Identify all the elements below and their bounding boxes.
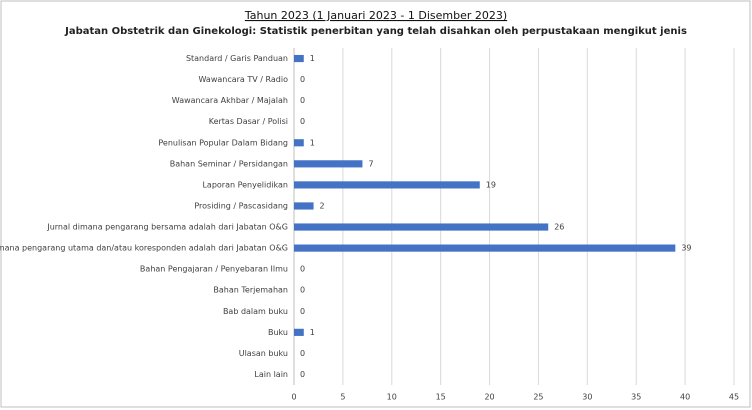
bar [294,160,363,168]
x-tick-label: 20 [484,393,494,402]
x-tick-label: 30 [582,393,592,402]
bar [294,139,304,147]
x-tick-label: 5 [340,393,345,402]
data-label: 1 [310,54,315,63]
y-tick-label: Buku [268,328,288,337]
y-tick-label: Laporan Penyelidikan [202,180,288,189]
x-tick-label: 15 [436,393,446,402]
data-label: 39 [681,244,691,253]
y-tick-label: Jurnal dimana pengarang bersama adalah d… [46,223,288,232]
x-tick-label: 0 [291,393,296,402]
data-label: 1 [310,328,315,337]
chart-subtitle: Jabatan Obstetrik dan Ginekologi: Statis… [64,26,687,37]
data-label: 19 [486,180,496,189]
bar [294,202,314,210]
data-label: 0 [300,265,305,274]
bar [294,244,676,252]
data-label: 0 [300,96,305,105]
y-tick-label: Jurnal dimana pengarang utama dan/atau k… [0,244,288,253]
y-tick-label: Bahan Terjemahan [213,286,288,295]
x-tick-label: 10 [387,393,397,402]
x-tick-label: 45 [729,393,739,402]
y-tick-label: Wawancara Akhbar / Majalah [172,96,288,105]
y-tick-label: Bahan Seminar / Persidangan [170,159,288,168]
data-label: 1 [310,138,315,147]
data-label: 0 [300,307,305,316]
data-label: 0 [300,117,305,126]
data-label: 0 [300,75,305,84]
bar [294,181,480,189]
data-label: 26 [554,223,564,232]
y-tick-label: Penulisan Popular Dalam Bidang [158,138,288,147]
bar [294,223,549,231]
x-tick-label: 35 [631,393,641,402]
y-tick-label: Prosiding / Pascasidang [194,201,288,210]
y-tick-label: Kertas Dasar / Polisi [209,117,288,126]
y-tick-label: Standard / Garis Panduan [186,54,288,63]
chart-title: Tahun 2023 (1 Januari 2023 - 1 Disember … [244,9,507,22]
data-label: 7 [368,159,373,168]
bar [294,328,304,336]
y-tick-label: Ulasan buku [239,349,288,358]
x-tick-label: 40 [680,393,690,402]
data-label: 0 [300,349,305,358]
x-tick-label: 25 [533,393,543,402]
y-tick-label: Bab dalam buku [223,307,288,316]
data-label: 2 [320,201,325,210]
data-label: 0 [300,286,305,295]
y-tick-label: Lain lain [254,370,288,379]
y-tick-label: Wawancara TV / Radio [199,75,289,84]
bar [294,54,304,63]
y-tick-label: Bahan Pengajaran / Penyebaran Ilmu [140,265,288,274]
data-label: 0 [300,370,305,379]
